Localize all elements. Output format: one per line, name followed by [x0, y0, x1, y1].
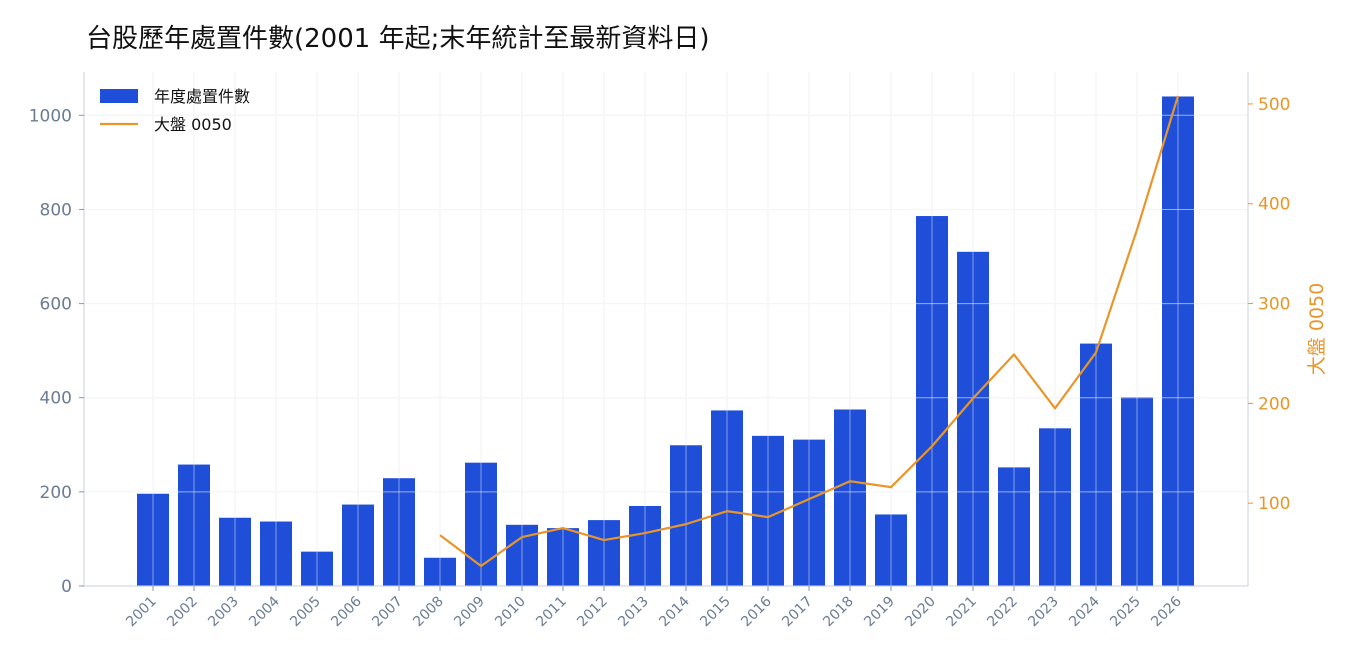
right-tick-label: 200 — [1258, 394, 1290, 414]
bar — [137, 493, 169, 586]
series-line-0050 — [439, 95, 1180, 568]
x-tick-label: 2014 — [656, 593, 693, 630]
grid-layer — [84, 72, 1248, 586]
x-tick-label: 2017 — [779, 594, 816, 631]
right-tick-label: 500 — [1258, 95, 1290, 115]
x-tick-label: 2016 — [738, 593, 775, 630]
right-tick-label: 300 — [1258, 295, 1290, 315]
vertical-grid-overlay — [84, 72, 1248, 586]
bar — [793, 439, 825, 586]
bar — [670, 445, 702, 586]
x-tick-label: 2013 — [615, 594, 652, 631]
x-tick-label: 2023 — [1025, 594, 1062, 631]
bar — [424, 557, 456, 586]
left-tick-label: 1000 — [29, 106, 72, 126]
right-axis-label: 大盤 0050 — [1306, 283, 1328, 375]
bar — [752, 435, 784, 586]
bar — [1080, 343, 1112, 586]
bar — [711, 410, 743, 586]
right-tick-label: 100 — [1258, 494, 1290, 514]
x-tick-label: 2022 — [984, 594, 1021, 631]
legend-label-line: 大盤 0050 — [154, 115, 232, 134]
x-tick-label: 2009 — [451, 594, 488, 631]
x-tick-label: 2005 — [287, 594, 324, 631]
legend-label-bar: 年度處置件數 — [154, 87, 250, 106]
x-tick-label: 2019 — [861, 594, 898, 631]
x-tick-label: 2021 — [943, 594, 980, 631]
line-layer — [439, 95, 1180, 568]
chart-title: 台股歷年處置件數(2001 年起;末年統計至最新資料日) — [86, 24, 710, 54]
bar — [383, 478, 415, 586]
x-tick-label: 2011 — [533, 594, 570, 631]
bar — [834, 409, 866, 586]
bar — [957, 251, 989, 587]
x-tick-label: 2020 — [902, 594, 939, 631]
bar — [916, 216, 948, 587]
bar — [342, 504, 374, 586]
bar — [1162, 96, 1194, 586]
x-tick-label: 2007 — [369, 594, 406, 631]
x-tick-label: 2006 — [328, 593, 365, 630]
left-tick-label: 800 — [40, 200, 72, 220]
x-tick-label: 2018 — [820, 594, 857, 631]
bar — [178, 464, 210, 586]
x-tick-label: 2003 — [205, 594, 242, 631]
right-tick-label: 400 — [1258, 195, 1290, 215]
x-tick-label: 2002 — [164, 594, 201, 631]
x-tick-label: 2026 — [1148, 593, 1185, 630]
x-tick-label: 2001 — [123, 594, 160, 631]
legend-swatch-bar — [100, 89, 138, 103]
left-tick-label: 400 — [40, 389, 72, 409]
left-tick-label: 200 — [40, 483, 72, 503]
bar — [875, 514, 907, 586]
left-tick-label: 600 — [40, 295, 72, 315]
bar — [588, 520, 620, 586]
bar — [301, 551, 333, 586]
bar — [219, 517, 251, 586]
bar — [260, 521, 292, 586]
bar — [1039, 428, 1071, 586]
bar — [629, 505, 661, 586]
x-tick-label: 2024 — [1066, 593, 1103, 630]
bars-layer — [137, 96, 1194, 587]
x-tick-label: 2008 — [410, 594, 447, 631]
x-tick-label: 2004 — [246, 593, 283, 630]
x-tick-label: 2012 — [574, 594, 611, 631]
left-tick-label: 0 — [61, 577, 72, 597]
x-tick-label: 2010 — [492, 594, 529, 631]
x-tick-label: 2015 — [697, 594, 734, 631]
bar — [547, 528, 579, 586]
x-tick-label: 2025 — [1107, 594, 1144, 631]
bar — [998, 467, 1030, 586]
